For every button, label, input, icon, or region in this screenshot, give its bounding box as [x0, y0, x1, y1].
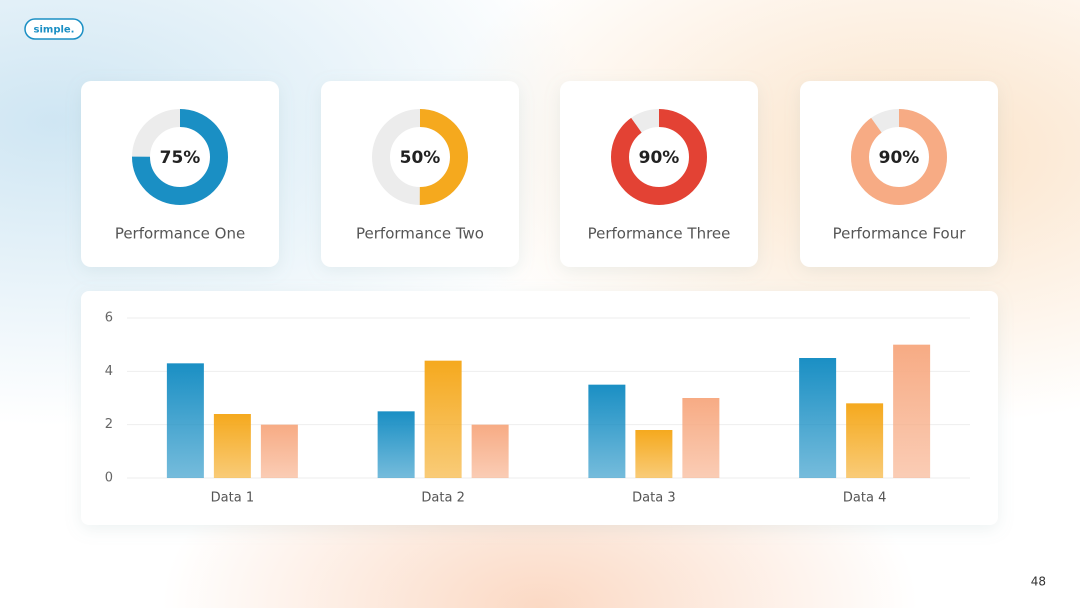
bar — [799, 358, 837, 478]
donut-arc — [372, 109, 468, 205]
donut-arc — [611, 109, 707, 205]
x-tick-label: Data 3 — [632, 491, 675, 506]
bar — [213, 414, 251, 478]
logo: simple. — [34, 25, 75, 36]
card — [560, 81, 758, 267]
y-tick-label: 6 — [105, 311, 113, 326]
bar — [893, 344, 931, 478]
bar — [635, 430, 673, 478]
card — [81, 81, 279, 267]
x-tick-label: Data 1 — [211, 491, 254, 506]
card-title: Performance Three — [588, 225, 731, 243]
donut-label: 90% — [879, 148, 920, 168]
donut-label: 50% — [400, 148, 441, 168]
bar — [682, 398, 720, 478]
card-title: Performance Four — [833, 225, 967, 243]
charts: 75% Performance One 50% Performance Two 90% P… — [81, 81, 998, 525]
x-tick-label: Data 2 — [421, 491, 464, 506]
y-tick-label: 4 — [105, 364, 113, 379]
y-tick-label: 2 — [105, 417, 113, 432]
y-tick-label: 0 — [105, 471, 113, 486]
card-title: Performance One — [115, 225, 245, 243]
donut-label: 75% — [160, 148, 201, 168]
card — [81, 291, 998, 525]
bar — [424, 360, 462, 478]
bar — [260, 424, 298, 478]
donut-arc — [132, 109, 228, 205]
bar — [588, 384, 626, 478]
bar — [377, 411, 415, 478]
donut-label: 90% — [639, 148, 680, 168]
bar — [166, 363, 204, 478]
card — [800, 81, 998, 267]
card — [321, 81, 519, 267]
logo-pill — [24, 18, 84, 40]
x-tick-label: Data 4 — [843, 491, 886, 506]
donut-arc — [851, 109, 947, 205]
bar — [471, 424, 509, 478]
bar — [846, 403, 884, 478]
card-title: Performance Two — [356, 225, 484, 243]
page-number: 48 — [1031, 575, 1046, 589]
